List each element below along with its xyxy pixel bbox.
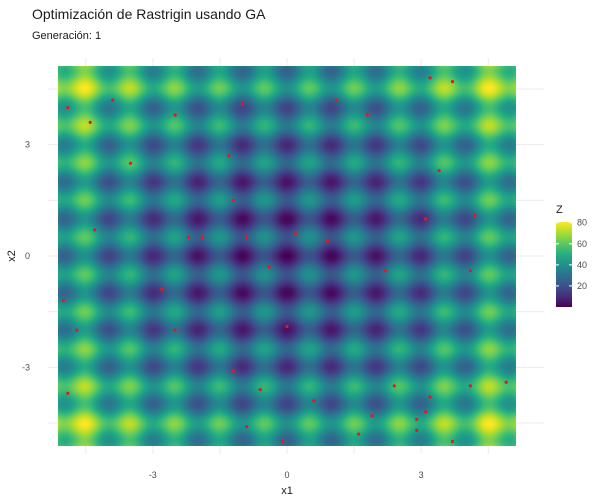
population-point [61,298,65,303]
legend-tick-label: 40 [577,260,587,270]
x-axis-title: x1 [281,485,293,497]
population-point [334,98,338,102]
population-point [424,217,428,221]
x-axis-ticks: -3 0 3 [149,470,424,480]
population-point [187,235,191,239]
population-point [75,328,79,332]
population-point [200,235,204,239]
population-point [428,76,432,80]
population-point [294,232,298,236]
population-points [61,76,508,444]
population-point [473,213,477,217]
population-point [370,414,374,418]
population-point [66,106,70,110]
population-point [240,102,244,106]
heatmap-raster [58,66,516,446]
legend-tick-label: 80 [577,218,587,228]
heatmap [58,66,516,446]
legend-tick-label: 20 [577,281,587,291]
population-point [325,239,329,243]
population-point [468,384,472,388]
population-point [93,228,97,232]
y-tick-label: 0 [25,251,30,261]
chart-subtitle: Generación: 1 [32,30,101,42]
y-tick-label: -3 [22,362,30,372]
population-point [66,391,70,395]
population-point [258,388,262,392]
population-point [504,380,508,384]
legend-title: Z [556,204,563,216]
y-axis-ticks: -3 0 3 [22,140,30,373]
population-point [160,287,164,291]
population-point [280,439,285,444]
population-point [357,432,361,436]
y-tick-label: 3 [25,140,30,150]
population-point [312,399,316,403]
population-point [111,98,115,102]
x-tick-label: 0 [284,470,289,480]
population-point [428,395,432,399]
population-point [173,328,177,332]
population-point [383,269,387,273]
legend-tick-label: 60 [577,239,587,249]
x-tick-label: -3 [149,470,157,480]
population-point [88,120,92,124]
population-point [245,235,249,239]
legend-colorbar [556,222,572,307]
population-point [231,369,235,373]
population-point [173,113,177,117]
population-point [365,113,370,117]
population-point [231,198,235,202]
population-point [128,161,133,165]
population-point [227,154,231,158]
population-point [450,80,455,84]
color-legend: Z 20 40 60 80 [556,204,587,307]
population-point [424,410,428,414]
x-tick-label: 3 [419,470,424,480]
population-point [437,169,441,173]
y-axis-title: x2 [6,250,18,262]
population-point [415,417,419,421]
population-point [415,428,419,432]
population-point [392,384,396,388]
population-point [245,425,249,429]
population-point [267,265,271,269]
chart-title: Optimización de Rastrigin usando GA [32,6,266,22]
population-point [285,324,289,329]
legend-ticks: 20 40 60 80 [556,218,587,291]
population-point [450,439,455,444]
population-point [468,269,472,273]
